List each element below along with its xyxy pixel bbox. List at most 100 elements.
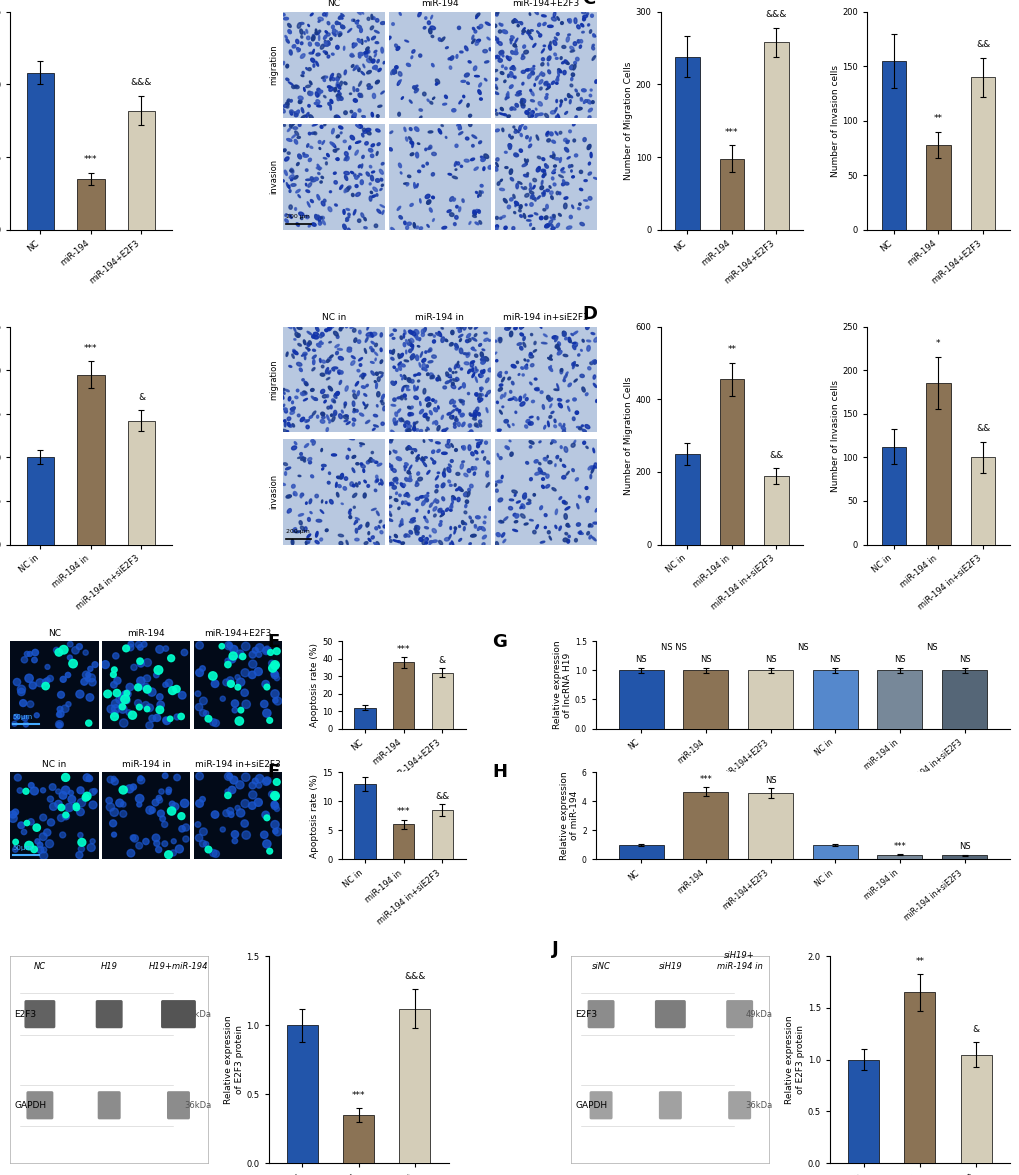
Ellipse shape — [314, 215, 318, 220]
Ellipse shape — [335, 46, 339, 49]
Ellipse shape — [514, 130, 517, 133]
Ellipse shape — [398, 494, 400, 497]
Ellipse shape — [586, 345, 590, 351]
Ellipse shape — [470, 362, 473, 367]
Ellipse shape — [284, 170, 287, 175]
Ellipse shape — [380, 333, 382, 337]
Ellipse shape — [499, 521, 503, 523]
Ellipse shape — [399, 172, 401, 174]
Ellipse shape — [306, 29, 308, 33]
Ellipse shape — [301, 456, 305, 461]
Ellipse shape — [513, 67, 516, 70]
Ellipse shape — [389, 439, 391, 443]
Ellipse shape — [522, 82, 524, 85]
Circle shape — [228, 812, 233, 818]
Ellipse shape — [315, 29, 317, 34]
Ellipse shape — [593, 463, 597, 468]
Ellipse shape — [579, 45, 581, 48]
Ellipse shape — [504, 445, 507, 449]
Ellipse shape — [480, 358, 485, 363]
Circle shape — [21, 830, 26, 834]
Circle shape — [262, 647, 270, 654]
Ellipse shape — [336, 335, 338, 338]
Text: miR-194+E2F3: miR-194+E2F3 — [512, 0, 579, 7]
Circle shape — [273, 779, 280, 785]
Ellipse shape — [468, 114, 471, 118]
Circle shape — [203, 841, 209, 847]
Ellipse shape — [498, 384, 502, 387]
Ellipse shape — [455, 377, 459, 381]
Ellipse shape — [559, 370, 562, 374]
Ellipse shape — [301, 526, 304, 530]
Circle shape — [242, 831, 251, 839]
Ellipse shape — [566, 141, 569, 143]
Ellipse shape — [360, 375, 362, 377]
Ellipse shape — [557, 214, 560, 216]
Ellipse shape — [404, 127, 406, 132]
Circle shape — [90, 839, 95, 844]
Circle shape — [171, 839, 176, 844]
Ellipse shape — [391, 349, 394, 355]
Ellipse shape — [452, 405, 455, 408]
Ellipse shape — [527, 360, 529, 362]
Ellipse shape — [312, 368, 315, 371]
Ellipse shape — [406, 137, 408, 141]
Ellipse shape — [569, 130, 571, 133]
Y-axis label: Relative expression
of E2F3 protein: Relative expression of E2F3 protein — [224, 1015, 244, 1104]
Ellipse shape — [558, 175, 562, 177]
Ellipse shape — [324, 401, 326, 403]
Text: NS: NS — [828, 654, 841, 664]
Ellipse shape — [337, 349, 342, 350]
Ellipse shape — [528, 422, 530, 424]
Ellipse shape — [312, 355, 316, 358]
Ellipse shape — [472, 372, 474, 377]
Ellipse shape — [482, 370, 484, 374]
Circle shape — [111, 710, 118, 717]
Ellipse shape — [518, 181, 522, 184]
Ellipse shape — [306, 348, 310, 350]
Ellipse shape — [591, 360, 595, 363]
Circle shape — [112, 653, 119, 659]
Ellipse shape — [333, 395, 336, 398]
Circle shape — [163, 717, 170, 725]
Circle shape — [61, 786, 69, 794]
Ellipse shape — [415, 497, 419, 501]
Ellipse shape — [316, 519, 321, 522]
Ellipse shape — [582, 137, 586, 142]
Ellipse shape — [342, 209, 344, 214]
Ellipse shape — [577, 40, 580, 43]
Ellipse shape — [289, 169, 292, 172]
Ellipse shape — [415, 355, 418, 361]
Ellipse shape — [453, 222, 455, 226]
Ellipse shape — [305, 542, 310, 544]
Ellipse shape — [297, 162, 299, 166]
Ellipse shape — [331, 128, 334, 134]
Ellipse shape — [411, 354, 414, 358]
Ellipse shape — [495, 87, 497, 89]
Ellipse shape — [397, 354, 399, 358]
Ellipse shape — [389, 334, 392, 336]
Ellipse shape — [530, 100, 534, 102]
Ellipse shape — [331, 53, 334, 55]
Ellipse shape — [316, 100, 320, 103]
Ellipse shape — [519, 396, 521, 402]
Ellipse shape — [351, 172, 354, 174]
Ellipse shape — [312, 411, 316, 415]
Circle shape — [200, 710, 206, 717]
Ellipse shape — [409, 330, 412, 334]
Ellipse shape — [392, 69, 394, 73]
Ellipse shape — [525, 364, 527, 368]
Ellipse shape — [571, 165, 573, 167]
Ellipse shape — [587, 367, 590, 370]
Ellipse shape — [475, 222, 478, 224]
Ellipse shape — [568, 165, 571, 168]
Ellipse shape — [322, 395, 326, 398]
Ellipse shape — [570, 65, 573, 69]
Text: NS: NS — [764, 776, 775, 785]
Ellipse shape — [508, 169, 513, 174]
Ellipse shape — [517, 343, 521, 345]
Ellipse shape — [350, 93, 352, 94]
Circle shape — [115, 799, 123, 807]
Ellipse shape — [408, 377, 411, 381]
Circle shape — [270, 792, 279, 800]
